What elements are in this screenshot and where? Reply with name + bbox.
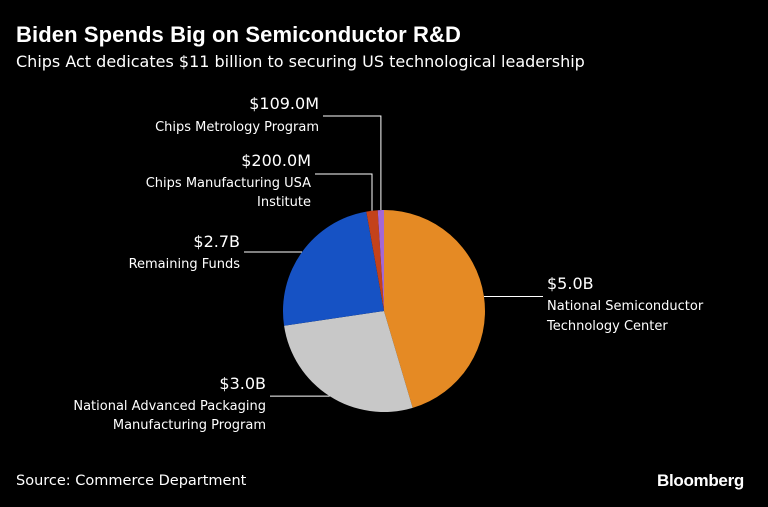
slice-name-label-2-1: National Advanced Packaging xyxy=(73,399,266,414)
pie-slice-2 xyxy=(284,311,413,412)
callout-line-4 xyxy=(315,173,373,211)
slice-value-label-2: $3.0B xyxy=(219,374,266,393)
source-note: Source: Commerce Department xyxy=(16,473,247,489)
slice-name-label-1-1: National Semiconductor xyxy=(547,299,704,314)
chart-title: Biden Spends Big on Semiconductor R&D xyxy=(16,22,461,47)
slice-name-label-3-1: Remaining Funds xyxy=(129,257,241,272)
callout-line-5 xyxy=(323,115,382,210)
slice-name-label-4-2: Institute xyxy=(257,195,311,210)
slice-value-label-3: $2.7B xyxy=(193,232,240,251)
chart-subtitle: Chips Act dedicates $11 billion to secur… xyxy=(16,52,585,71)
slice-value-label-1: $5.0B xyxy=(547,274,594,293)
pie-slice-1 xyxy=(384,210,485,408)
slice-name-label-1-2: Technology Center xyxy=(546,319,668,334)
pie-slice-4 xyxy=(366,210,384,311)
slice-value-label-4: $200.0M xyxy=(241,151,311,170)
pie-slice-3 xyxy=(282,211,384,326)
bloomberg-logo: Bloomberg xyxy=(656,471,744,490)
slice-value-label-5: $109.0M xyxy=(249,94,319,113)
pie-slice-5 xyxy=(377,210,384,311)
slice-name-label-5-1: Chips Metrology Program xyxy=(155,120,319,135)
slice-name-label-4-1: Chips Manufacturing USA xyxy=(146,176,311,191)
slice-name-label-2-2: Manufacturing Program xyxy=(113,418,266,433)
